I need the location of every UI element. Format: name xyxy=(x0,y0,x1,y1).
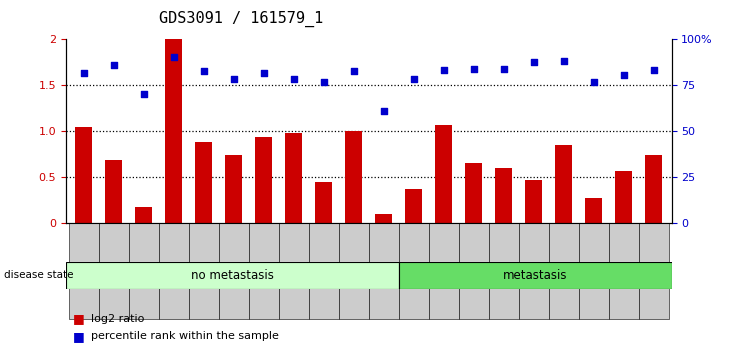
Bar xyxy=(556,145,572,223)
Text: ■: ■ xyxy=(73,330,85,343)
FancyBboxPatch shape xyxy=(279,223,309,319)
Point xyxy=(528,59,539,65)
Bar xyxy=(405,189,422,223)
Bar xyxy=(345,131,362,223)
Text: no metastasis: no metastasis xyxy=(191,269,274,282)
Point xyxy=(78,70,90,76)
FancyBboxPatch shape xyxy=(219,223,249,319)
Bar xyxy=(166,39,182,223)
FancyBboxPatch shape xyxy=(399,223,429,319)
Point xyxy=(168,55,180,60)
FancyBboxPatch shape xyxy=(549,223,579,319)
FancyBboxPatch shape xyxy=(609,223,639,319)
Point xyxy=(198,68,210,74)
Point xyxy=(498,67,510,72)
Bar xyxy=(496,168,512,223)
Bar xyxy=(66,262,399,289)
FancyBboxPatch shape xyxy=(369,223,399,319)
Bar xyxy=(399,262,672,289)
FancyBboxPatch shape xyxy=(249,223,279,319)
FancyBboxPatch shape xyxy=(639,223,669,319)
Point xyxy=(228,76,239,82)
Point xyxy=(618,72,629,78)
FancyBboxPatch shape xyxy=(488,223,518,319)
Point xyxy=(408,76,420,81)
FancyBboxPatch shape xyxy=(99,223,128,319)
Text: disease state: disease state xyxy=(4,270,73,280)
FancyBboxPatch shape xyxy=(188,223,219,319)
Bar xyxy=(226,155,242,223)
Point xyxy=(347,68,359,74)
Text: log2 ratio: log2 ratio xyxy=(91,314,145,324)
FancyBboxPatch shape xyxy=(458,223,488,319)
Point xyxy=(588,79,599,85)
Bar xyxy=(285,133,302,223)
Point xyxy=(438,67,450,73)
Bar xyxy=(466,163,482,223)
FancyBboxPatch shape xyxy=(579,223,609,319)
FancyBboxPatch shape xyxy=(518,223,549,319)
Point xyxy=(468,67,480,72)
Bar xyxy=(585,198,602,223)
Text: percentile rank within the sample: percentile rank within the sample xyxy=(91,331,279,341)
Point xyxy=(138,91,150,97)
Text: metastasis: metastasis xyxy=(503,269,567,282)
Text: ■: ■ xyxy=(73,312,85,325)
Text: GDS3091 / 161579_1: GDS3091 / 161579_1 xyxy=(159,11,323,27)
Point xyxy=(108,62,120,68)
Point xyxy=(258,70,269,76)
FancyBboxPatch shape xyxy=(429,223,458,319)
Bar xyxy=(526,180,542,223)
Point xyxy=(288,76,299,81)
Bar xyxy=(375,214,392,223)
Bar xyxy=(435,125,452,223)
Bar xyxy=(136,207,152,223)
FancyBboxPatch shape xyxy=(158,223,188,319)
Point xyxy=(378,108,390,114)
Point xyxy=(558,58,569,64)
Bar xyxy=(255,137,272,223)
Bar xyxy=(75,127,92,223)
Bar xyxy=(105,160,122,223)
Point xyxy=(648,67,659,73)
Bar xyxy=(615,171,632,223)
FancyBboxPatch shape xyxy=(69,223,99,319)
Bar xyxy=(645,155,662,223)
Point xyxy=(318,79,329,85)
FancyBboxPatch shape xyxy=(128,223,158,319)
FancyBboxPatch shape xyxy=(339,223,369,319)
Bar xyxy=(315,182,332,223)
FancyBboxPatch shape xyxy=(309,223,339,319)
Bar xyxy=(196,142,212,223)
